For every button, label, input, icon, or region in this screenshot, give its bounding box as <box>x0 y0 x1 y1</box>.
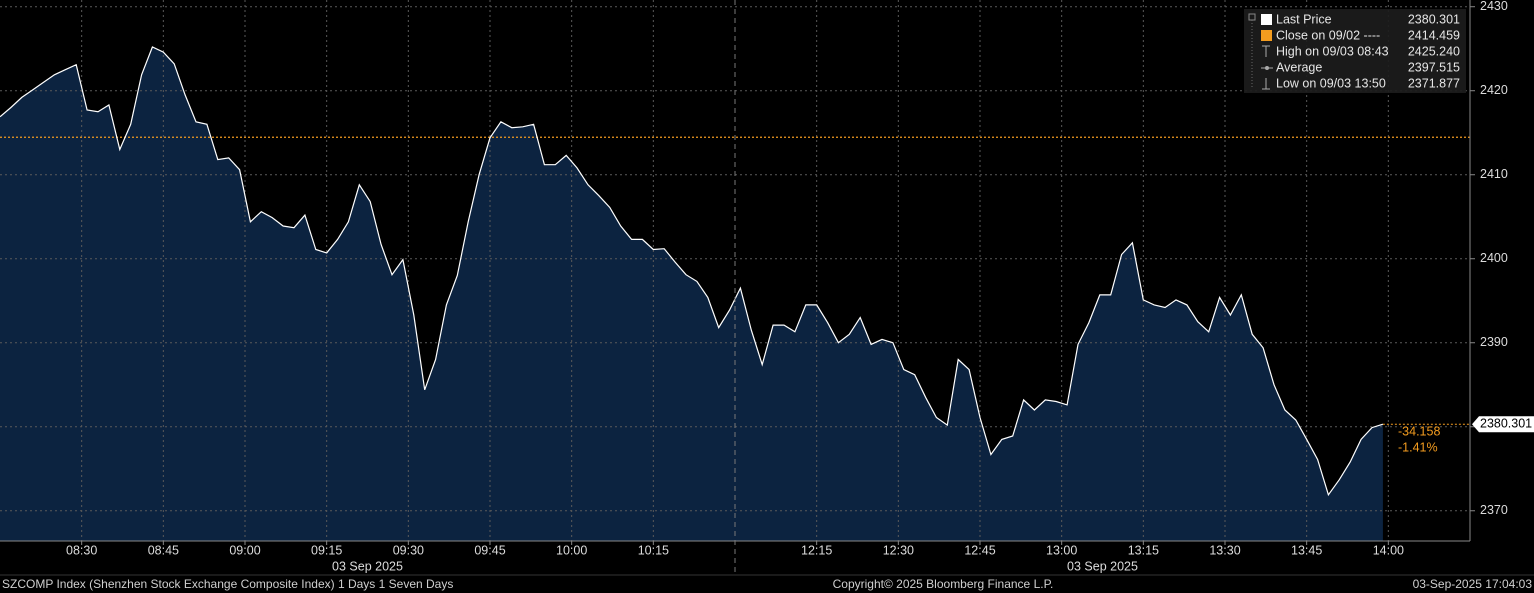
legend-label: Close on 09/02 ---- <box>1276 28 1380 42</box>
y-tick-label: 2390 <box>1480 335 1508 349</box>
legend: Last Price Close on 09/02 ---- High on 0… <box>1244 9 1466 93</box>
footer-left: SZCOMP Index (Shenzhen Stock Exchange Co… <box>2 577 453 591</box>
price-line <box>0 46 1384 497</box>
x-tick-label: 13:30 <box>1209 543 1240 557</box>
x-tick-label: 12:15 <box>801 543 832 557</box>
x-group-label: 03 Sep 2025 <box>1067 559 1138 573</box>
x-tick-label: 08:30 <box>66 543 97 557</box>
legend-icon <box>1261 30 1272 41</box>
legend-value: 2371.877 <box>1408 76 1460 90</box>
x-tick-label: 09:00 <box>229 543 260 557</box>
legend-icon <box>1262 78 1270 90</box>
last-price-tag <box>1472 416 1534 433</box>
legend-label: Last Price <box>1276 12 1332 26</box>
change-pct-label: -1.41% <box>1398 441 1438 455</box>
x-tick-label: 14:00 <box>1373 543 1404 557</box>
x-tick-label: 10:00 <box>556 543 587 557</box>
x-tick-label: 09:45 <box>474 543 505 557</box>
legend-icon <box>1262 45 1270 57</box>
y-tick-label: 2370 <box>1480 503 1508 517</box>
legend-value: 2380.301 <box>1408 12 1460 26</box>
change-label: -34.158 <box>1398 425 1440 439</box>
x-group-label: 03 Sep 2025 <box>332 559 403 573</box>
last-price-label: 2380.301 <box>1480 417 1532 431</box>
x-tick-label: 12:30 <box>883 543 914 557</box>
legend-value: 2425.240 <box>1408 44 1460 58</box>
legend-box <box>1244 9 1466 93</box>
x-tick-label: 13:15 <box>1128 543 1159 557</box>
area <box>0 47 1383 541</box>
legend-label: Average <box>1276 60 1322 74</box>
y-tick-label: 2420 <box>1480 83 1508 97</box>
y-tick-label: 2430 <box>1480 0 1508 13</box>
x-tick-label: 09:30 <box>393 543 424 557</box>
plot-area <box>0 0 1470 541</box>
legend-icon <box>1265 66 1269 70</box>
legend-value: 2397.515 <box>1408 60 1460 74</box>
legend-label: High on 09/03 08:43 <box>1276 44 1389 58</box>
y-tick-label: 2410 <box>1480 167 1508 181</box>
x-tick-label: 08:45 <box>148 543 179 557</box>
footer-center: Copyright© 2025 Bloomberg Finance L.P. <box>833 577 1054 591</box>
legend-label: Low on 09/03 13:50 <box>1276 76 1386 90</box>
y-tick-label: 2400 <box>1480 251 1508 265</box>
legend-value: 2414.459 <box>1408 28 1460 42</box>
footer-right: 03-Sep-2025 17:04:03 <box>1413 577 1533 591</box>
x-tick-label: 13:45 <box>1291 543 1322 557</box>
x-tick-label: 13:00 <box>1046 543 1077 557</box>
legend-icon <box>1261 14 1272 25</box>
x-tick-label: 09:15 <box>311 543 342 557</box>
x-tick-label: 12:45 <box>964 543 995 557</box>
x-tick-label: 10:15 <box>638 543 669 557</box>
